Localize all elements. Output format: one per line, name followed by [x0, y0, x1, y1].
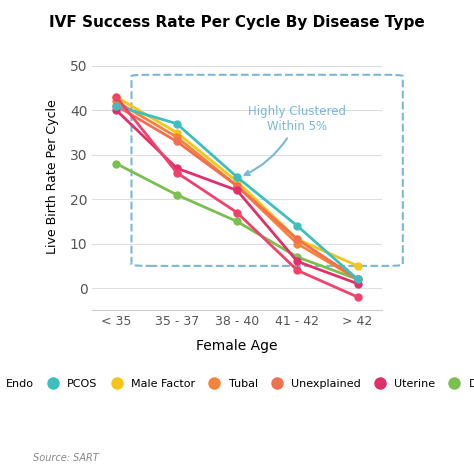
X-axis label: Female Age: Female Age [196, 339, 278, 353]
Unexplained [294, 236, 300, 242]
Line: Endo: Endo [113, 94, 361, 301]
Male Factor [174, 130, 180, 135]
Uterine [114, 108, 119, 113]
Endo [355, 294, 360, 300]
Endo [114, 94, 119, 100]
Line: Tubal: Tubal [113, 98, 361, 283]
Line: DOR: DOR [113, 160, 361, 283]
Uterine [355, 281, 360, 287]
Endo [234, 210, 240, 215]
Endo [294, 267, 300, 273]
Unexplained [114, 103, 119, 109]
DOR [174, 192, 180, 198]
Tubal [114, 99, 119, 104]
PCOS [294, 223, 300, 229]
Text: Source: SART: Source: SART [33, 453, 99, 463]
PCOS [114, 103, 119, 109]
Unexplained [174, 139, 180, 144]
Line: PCOS: PCOS [113, 103, 361, 283]
Tubal [174, 134, 180, 140]
Tubal [355, 276, 360, 282]
Male Factor [294, 236, 300, 242]
Male Factor [234, 178, 240, 184]
PCOS [355, 276, 360, 282]
Text: Highly Clustered
Within 5%: Highly Clustered Within 5% [245, 105, 346, 175]
Tubal [234, 183, 240, 189]
Uterine [294, 259, 300, 264]
Male Factor [355, 263, 360, 269]
Line: Uterine: Uterine [113, 107, 361, 287]
Title: IVF Success Rate Per Cycle By Disease Type: IVF Success Rate Per Cycle By Disease Ty… [49, 15, 425, 30]
DOR [234, 219, 240, 224]
DOR [294, 254, 300, 260]
Line: Unexplained: Unexplained [113, 103, 361, 283]
DOR [355, 276, 360, 282]
Unexplained [234, 183, 240, 189]
Endo [174, 170, 180, 175]
PCOS [234, 174, 240, 180]
PCOS [174, 121, 180, 126]
Line: Male Factor: Male Factor [113, 94, 361, 269]
Unexplained [355, 276, 360, 282]
Uterine [234, 187, 240, 193]
Uterine [174, 165, 180, 171]
Tubal [294, 241, 300, 247]
DOR [114, 161, 119, 166]
Y-axis label: Live Birth Rate Per Cycle: Live Birth Rate Per Cycle [46, 100, 59, 254]
Male Factor [114, 94, 119, 100]
Legend: Endo, PCOS, Male Factor, Tubal, Unexplained, Uterine, DOR: Endo, PCOS, Male Factor, Tubal, Unexplai… [0, 375, 474, 393]
